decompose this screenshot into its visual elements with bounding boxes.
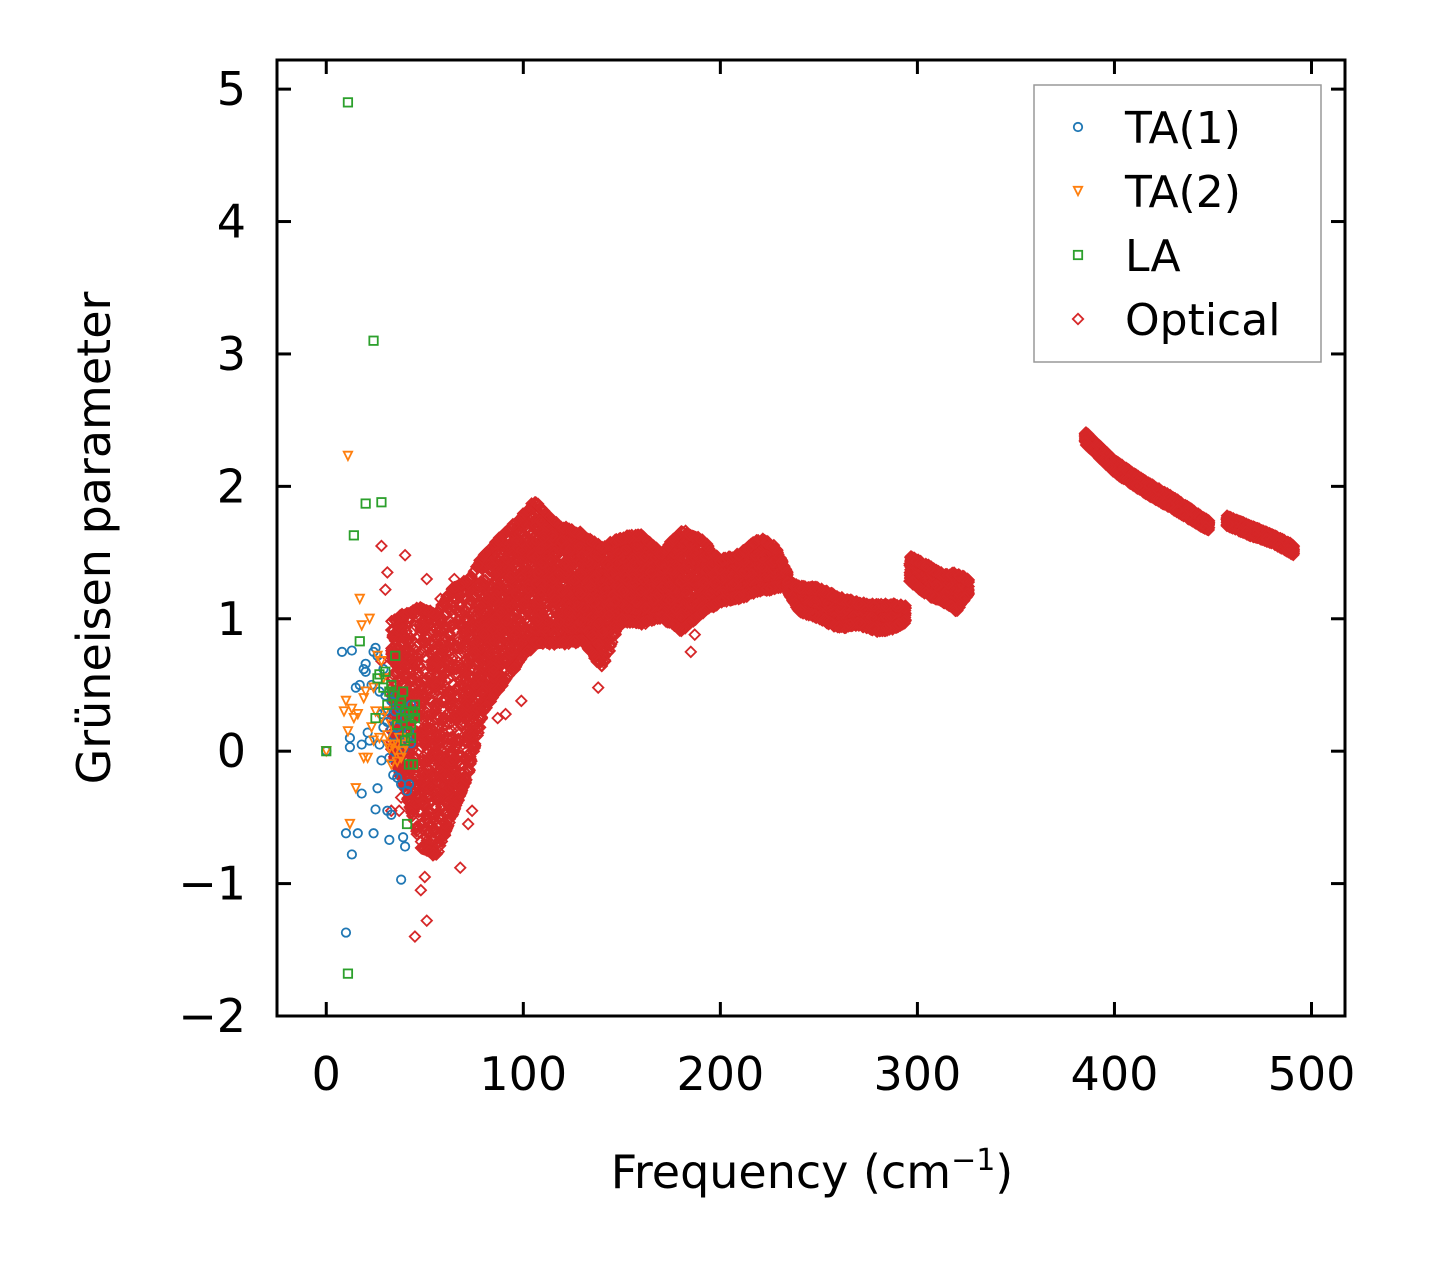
- data-point: [507, 616, 521, 630]
- plot-area: [320, 97, 1301, 979]
- data-point: [395, 663, 409, 677]
- data-point: [418, 650, 432, 664]
- data-point: [421, 813, 435, 827]
- data-point: [466, 632, 480, 646]
- data-point: [456, 625, 470, 639]
- data-point: [463, 724, 477, 738]
- data-point: [427, 660, 441, 674]
- data-point: [430, 650, 444, 664]
- data-point: [458, 666, 472, 680]
- data-point: [419, 831, 433, 845]
- data-point: [475, 667, 489, 681]
- data-point: [412, 743, 426, 757]
- data-point: [409, 680, 423, 694]
- data-point: [502, 582, 516, 596]
- data-point: [432, 835, 446, 849]
- data-point: [498, 623, 512, 637]
- data-point: [432, 809, 446, 823]
- data-point: [442, 710, 456, 724]
- data-point: [500, 602, 514, 616]
- data-point: [395, 673, 409, 687]
- series-optical: [374, 426, 1301, 944]
- data-point: [416, 690, 430, 704]
- data-point: [511, 558, 525, 572]
- data-point: [438, 779, 452, 793]
- data-point: [455, 659, 469, 673]
- data-point: [428, 654, 442, 668]
- data-point: [416, 694, 430, 708]
